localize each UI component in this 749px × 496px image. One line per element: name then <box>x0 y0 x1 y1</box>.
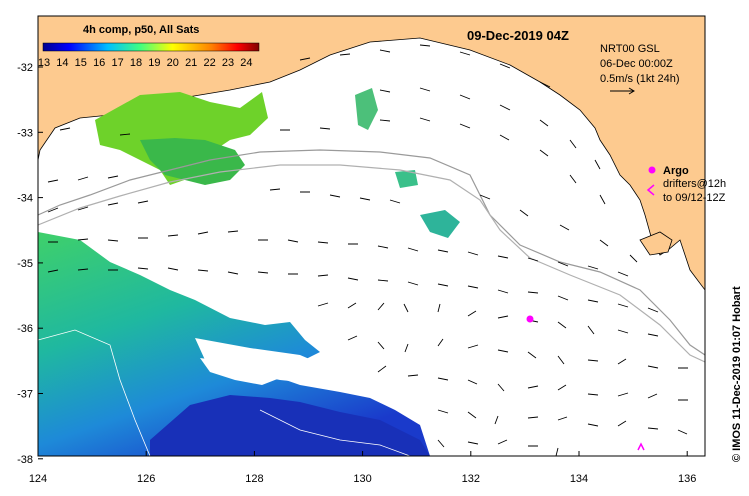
sst-cluster-north-2 <box>140 138 245 185</box>
y-tick-label: -34 <box>17 193 33 205</box>
y-tick-label: -33 <box>17 127 33 139</box>
colorbar-tick-label: 21 <box>185 57 197 69</box>
credit-text: © IMOS 11-Dec-2019 01:07 Hobart <box>731 286 743 462</box>
x-tick-label: 132 <box>462 473 480 485</box>
argo-star-icon <box>526 166 656 323</box>
y-tick-label: -32 <box>17 62 33 74</box>
colorbar-tick-label: 22 <box>203 57 215 69</box>
drifter-track-icon-2 <box>637 442 645 451</box>
isobath-shelf <box>38 149 705 356</box>
legend-title: 4h comp, p50, All Sats <box>83 24 199 36</box>
sst-patch-east <box>355 88 378 130</box>
y-tick-label: -35 <box>17 258 33 270</box>
sst-patch-mid-2 <box>395 170 418 188</box>
colorbar-tick-label: 18 <box>130 57 142 69</box>
colorbar-tick-label: 15 <box>75 57 87 69</box>
key-line2: 06-Dec 00:00Z <box>600 58 673 70</box>
drifter-label-2: to 09/12-12Z <box>663 192 726 204</box>
map-date: 09-Dec-2019 04Z <box>467 28 569 43</box>
argo-label: Argo <box>663 165 689 177</box>
colorbar-tick-label: 19 <box>148 57 160 69</box>
colorbar-tick-label: 20 <box>167 57 179 69</box>
x-tick-label: 128 <box>245 473 263 485</box>
colorbar-tick-label: 13 <box>38 57 50 69</box>
colorbar-tick-labels: 13 14 15 16 17 18 19 20 21 22 23 24 <box>38 57 253 69</box>
isobath-slope <box>38 164 705 363</box>
colorbar <box>42 42 260 52</box>
y-tick-label: -36 <box>17 323 33 335</box>
x-axis-ticks: 124 126 128 130 132 134 136 <box>29 451 696 485</box>
colorbar-tick-label: 16 <box>93 57 105 69</box>
current-vectors <box>47 44 688 456</box>
colorbar-tick-label: 17 <box>111 57 123 69</box>
x-tick-label: 124 <box>29 473 47 485</box>
colorbar-tick-label: 14 <box>56 57 68 69</box>
key-line3: 0.5m/s (1kt 24h) <box>600 73 679 85</box>
x-tick-label: 136 <box>678 473 696 485</box>
isobath-deep <box>38 329 411 456</box>
land-island <box>639 231 673 256</box>
colorbar-tick-label: 24 <box>240 57 252 69</box>
sst-gap <box>195 338 340 385</box>
drifter-track-icon <box>646 184 655 196</box>
sst-body-southwest <box>38 232 430 456</box>
y-tick-label: -37 <box>17 389 33 401</box>
x-tick-label: 130 <box>353 473 371 485</box>
sst-body-cold <box>150 395 430 456</box>
y-tick-label: -38 <box>17 454 33 466</box>
x-tick-label: 126 <box>137 473 155 485</box>
drifter-label-1: drifters@12h <box>663 178 726 190</box>
key-line1: NRT00 GSL <box>600 43 660 55</box>
colorbar-tick-label: 23 <box>222 57 234 69</box>
x-tick-label: 134 <box>570 473 588 485</box>
y-axis-ticks: -32 -33 -34 -35 -36 -37 -38 <box>17 62 43 466</box>
sst-patch-mid <box>420 210 460 238</box>
key-arrow-icon <box>610 87 635 95</box>
